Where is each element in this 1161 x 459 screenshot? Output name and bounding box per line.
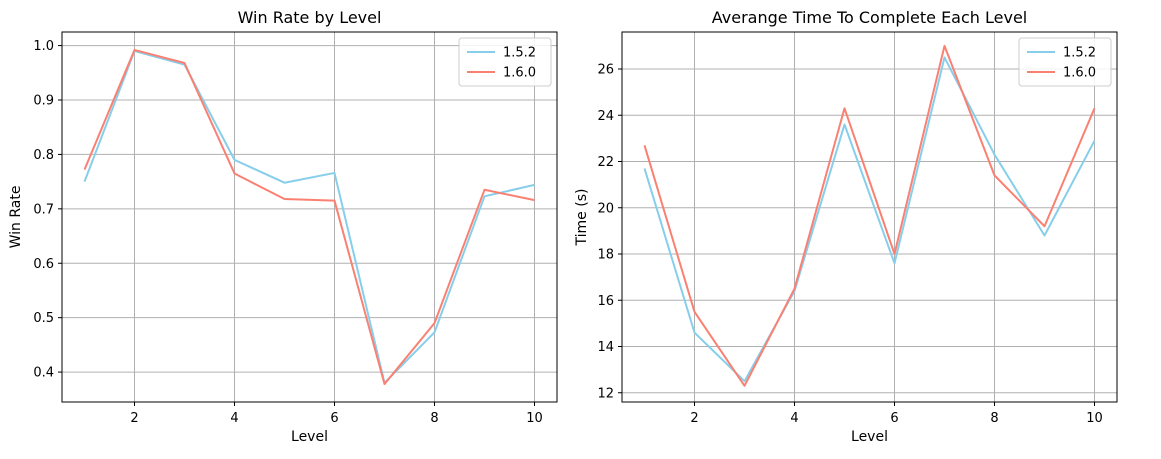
chart-1: 2 4 6 8 10 0.4 0.5 0.6 0.7 0.8 0.9 1.0 Win Rate by L… [8,8,558,445]
x-tick-label: 2 [130,411,138,426]
y-tick-label: 18 [597,248,614,263]
y-tick-label: 20 [597,201,614,216]
series-line-1.6.0 [643,44,1096,387]
legend-entry: 1.6.0 [503,66,536,81]
y-tick-label: 0.7 [33,202,54,217]
legend: 1.5.2 1.6.0 [1018,37,1112,87]
y-tick-label: 14 [597,340,614,355]
plot-frame [621,31,1118,403]
x-tick-label: 6 [890,411,898,426]
x-tick-label: 10 [526,411,543,426]
y-tick-label: 0.5 [33,311,54,326]
legend-entry: 1.5.2 [503,46,536,61]
x-tick-label: 8 [430,411,438,426]
legend-entry: 1.5.2 [1063,46,1096,61]
y-axis-label: Win Rate [8,186,24,249]
y-tick-label: 1.0 [33,39,54,54]
x-tick-label: 8 [990,411,998,426]
x-tick-label: 2 [690,411,698,426]
y-tick-label: 22 [597,155,614,170]
y-tick-label: 24 [597,109,614,124]
y-tick-label: 26 [597,63,614,78]
chart-title: Averange Time To Complete Each Level [712,8,1027,27]
x-axis-label: Level [851,429,888,445]
legend: 1.5.2 1.6.0 [458,37,552,87]
y-tick-label: 0.6 [33,257,54,272]
legend-box [458,37,552,87]
y-tick-label: 0.9 [33,94,54,109]
x-tick-label: 10 [1086,411,1103,426]
x-tick-label: 4 [230,411,238,426]
series-line-1.5.2 [643,56,1096,383]
legend-box [1018,37,1112,87]
x-tick-label: 6 [330,411,338,426]
plot-frame [61,31,558,403]
legend-entry: 1.6.0 [1063,66,1096,81]
chart-title: Win Rate by Level [238,8,382,27]
y-tick-label: 0.8 [33,148,54,163]
x-tick-label: 4 [790,411,798,426]
y-tick-label: 12 [597,386,614,401]
series-line-1.5.2 [83,50,535,384]
x-axis-label: Level [291,429,328,445]
y-tick-label: 0.4 [33,366,54,381]
series-line-1.6.0 [83,48,535,386]
y-tick-label: 16 [597,294,614,309]
y-axis-label: Time (s) [574,189,590,247]
